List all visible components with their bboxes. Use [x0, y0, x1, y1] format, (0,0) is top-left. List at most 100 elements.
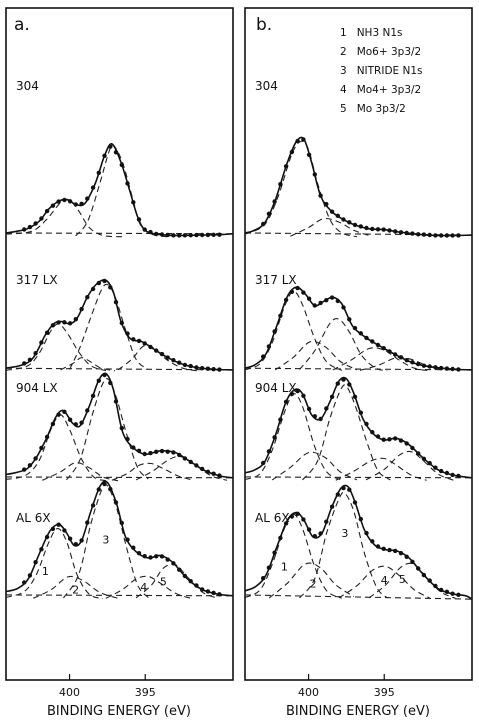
fit-envelope: [244, 286, 473, 371]
data-point: [200, 232, 205, 238]
data-point: [154, 348, 159, 353]
data-point: [266, 565, 272, 570]
data-point: [113, 500, 119, 505]
data-point: [50, 323, 56, 328]
data-point: [142, 451, 147, 457]
data-point: [375, 544, 381, 549]
data-point: [142, 341, 147, 346]
data-point: [79, 201, 84, 206]
fit-envelope: [5, 480, 234, 597]
data-point: [295, 388, 300, 394]
component-peak-2: [75, 144, 168, 238]
data-point: [108, 285, 113, 290]
data-point: [404, 554, 409, 559]
component-peak-3: [299, 317, 388, 372]
data-point: [289, 289, 295, 294]
data-point: [289, 514, 295, 519]
component-peak-2: [271, 451, 358, 481]
data-point: [182, 573, 188, 579]
data-point: [33, 560, 38, 565]
peak-number-label: 2: [72, 583, 79, 596]
data-point: [194, 583, 199, 588]
component-peak-4: [332, 347, 430, 372]
data-point: [306, 527, 312, 532]
data-point: [398, 551, 404, 556]
data-point: [200, 366, 205, 371]
data-point: [278, 182, 283, 187]
component-peak-1: [5, 528, 104, 600]
data-point: [125, 537, 130, 542]
data-point: [456, 367, 461, 372]
component-peak-4: [105, 575, 191, 599]
data-point: [171, 561, 176, 566]
data-point: [39, 340, 44, 345]
data-point: [90, 393, 96, 398]
data-point: [261, 576, 266, 581]
data-point: [22, 580, 27, 585]
data-point: [444, 366, 450, 371]
data-point: [85, 520, 90, 525]
data-point: [85, 408, 90, 413]
data-point: [159, 232, 165, 237]
panel-a: a. 304 317 LX 904 LX AL 6X 1 2 3 4 5 400 395 BIN…: [5, 7, 234, 719]
data-point: [283, 399, 289, 404]
data-point: [188, 459, 193, 465]
data-point: [211, 471, 216, 476]
data-point: [318, 416, 323, 422]
data-point: [136, 551, 142, 556]
sample-label: 317 LX: [16, 273, 58, 287]
data-point: [341, 305, 346, 310]
data-point: [450, 233, 455, 238]
data-point: [335, 298, 340, 304]
data-point: [148, 344, 153, 350]
sample-label: 304: [16, 79, 39, 93]
data-point: [33, 351, 38, 356]
data-point: [200, 466, 205, 472]
peak-number-label: 1: [281, 561, 288, 574]
data-point: [295, 285, 300, 291]
component-peak-5: [368, 562, 456, 599]
data-point: [295, 511, 300, 516]
data-point: [421, 456, 427, 461]
data-point: [387, 547, 392, 553]
data-point: [387, 228, 392, 233]
data-point: [404, 230, 409, 236]
data-point: [312, 172, 317, 177]
data-point: [108, 144, 113, 149]
data-point: [456, 473, 461, 479]
data-point: [393, 548, 398, 554]
data-point: [301, 290, 306, 295]
panel-b-frame: [244, 7, 473, 681]
data-point: [456, 592, 461, 597]
data-point: [27, 357, 33, 362]
data-point: [433, 365, 438, 370]
data-point: [375, 227, 381, 232]
data-point: [148, 450, 153, 456]
data-point: [261, 460, 266, 466]
data-point: [131, 545, 136, 550]
data-point: [39, 445, 44, 451]
fit-envelope: [5, 279, 234, 371]
data-point: [125, 181, 130, 186]
data-point: [27, 224, 33, 230]
component-peak-4: [111, 462, 194, 481]
data-point: [73, 317, 79, 322]
data-point: [33, 456, 38, 461]
data-point: [211, 367, 216, 372]
data-point: [393, 436, 398, 441]
spectrum-b-1: 304: [244, 79, 473, 238]
data-point: [381, 437, 386, 442]
panel-b-label: b.: [256, 15, 272, 35]
data-point: [136, 448, 142, 453]
data-point: [108, 486, 113, 492]
data-point: [90, 286, 96, 292]
data-point: [416, 232, 421, 237]
background-line: [5, 476, 234, 479]
data-point: [165, 232, 170, 238]
data-point: [188, 363, 193, 369]
data-point: [329, 394, 335, 399]
background-line: [244, 232, 473, 236]
data-point: [427, 461, 432, 466]
data-point: [352, 222, 358, 228]
component-peak-3: [66, 377, 149, 481]
